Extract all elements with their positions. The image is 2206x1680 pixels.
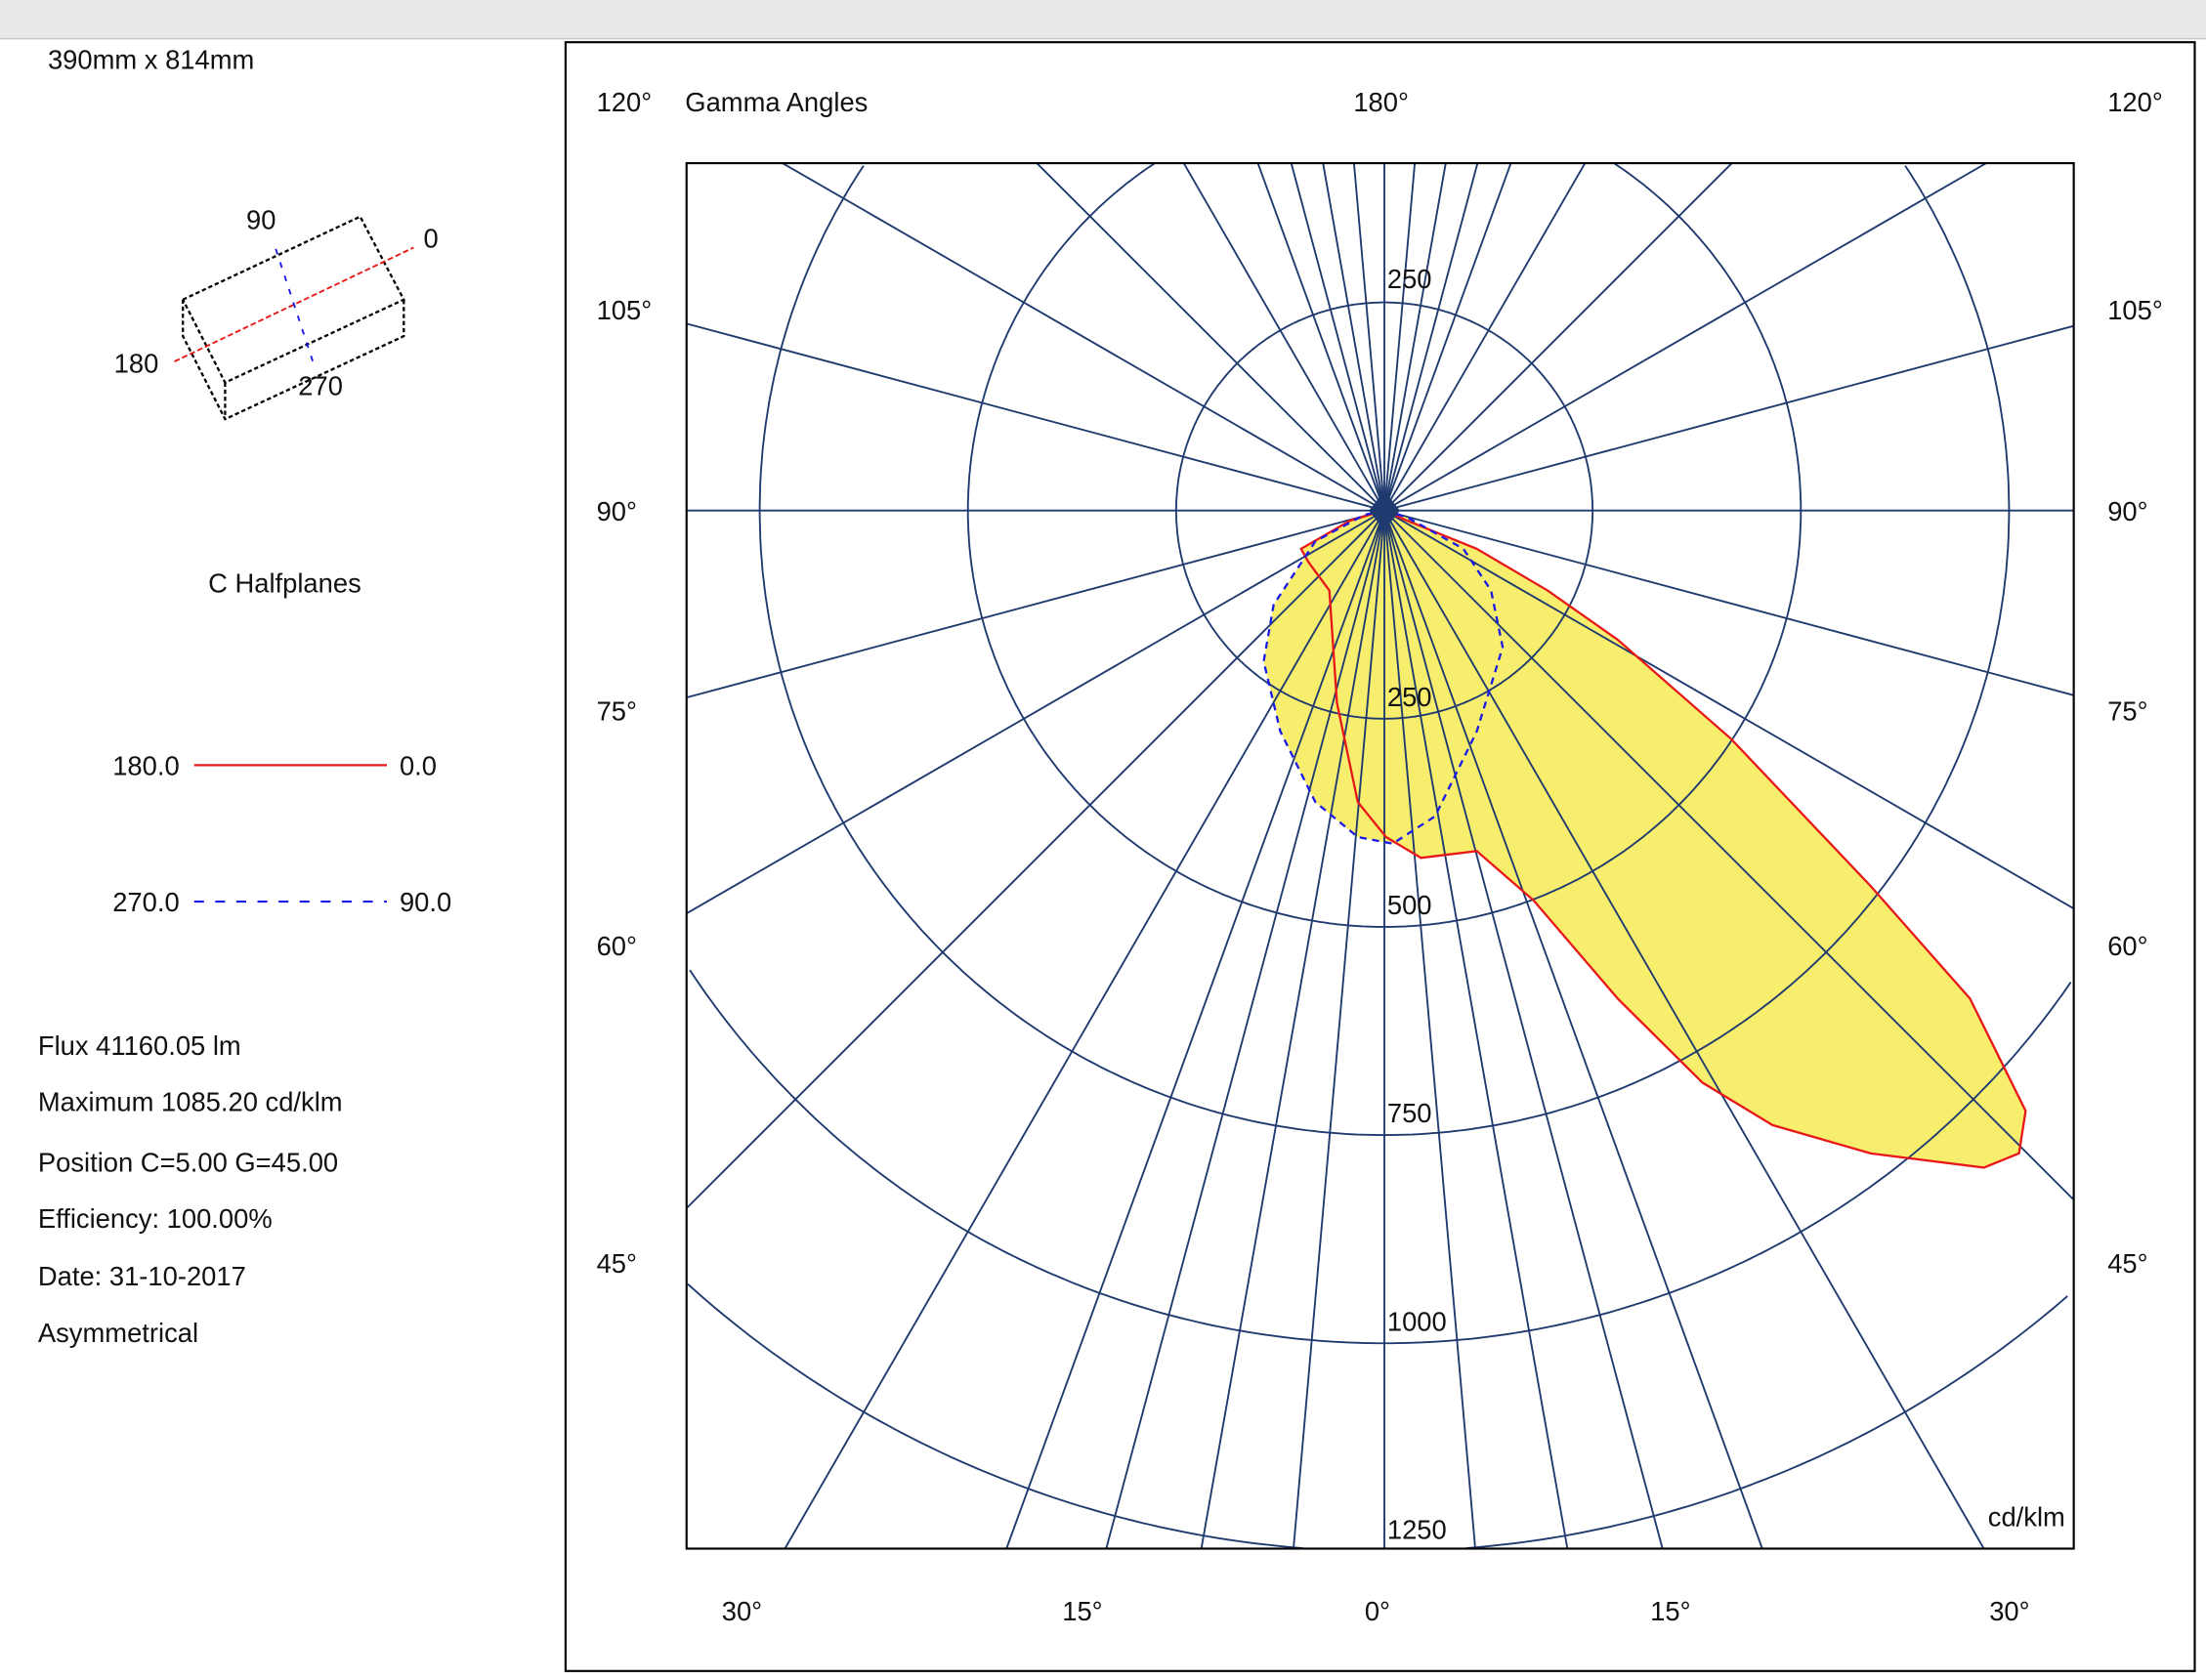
gamma-line (1383, 509, 2074, 696)
angle-label-bottom: 30° (722, 1596, 762, 1626)
gamma-line (1005, 510, 1385, 1549)
radial-circle (689, 969, 2072, 1345)
gamma-line (1293, 510, 1385, 1549)
radial-tick-label: 500 (1387, 890, 1432, 920)
angle-label-left: 105° (597, 295, 653, 325)
distribution-fill (1263, 510, 1504, 844)
gamma-line (686, 509, 1385, 914)
stat-maximum: Maximum 1085.20 cd/klm (38, 1087, 343, 1117)
sketch-label-270: 270 (298, 371, 343, 401)
angle-labels-bottom: 30° 15° 0° 15° 30° (722, 1596, 2030, 1626)
luminaire-dimensions: 390mm x 814mm (48, 45, 254, 75)
radial-circle (758, 165, 2011, 1137)
gamma-line (782, 162, 1385, 512)
stat-date: Date: 31-10-2017 (38, 1261, 246, 1291)
gamma-line (1383, 162, 1587, 512)
stat-symmetry: Asymmetrical (38, 1318, 198, 1348)
angle-labels-right: 120° 105° 90° 75° 60° 45° (2107, 87, 2163, 1279)
gamma-line (1383, 510, 1476, 1549)
radial-tick-label: 750 (1387, 1098, 1432, 1128)
distribution-curve (1262, 509, 1505, 845)
angle-label-left: 60° (597, 931, 637, 961)
gamma-line (1383, 162, 1479, 511)
gamma-line (686, 509, 1385, 699)
gamma-line (1352, 162, 1385, 511)
sketch-label-180: 180 (114, 349, 159, 379)
gamma-line (1383, 162, 1417, 511)
angle-label-left: 45° (597, 1248, 637, 1279)
legend-right-label: 0.0 (400, 750, 437, 780)
gamma-line (784, 510, 1385, 1549)
legend-left-label: 270.0 (112, 887, 179, 917)
angle-label-bottom: 15° (1650, 1596, 1690, 1626)
angle-label-left: 90° (597, 496, 637, 526)
c0-c180-axis (174, 246, 414, 362)
radial-tick-labels: 250 250 500 750 1000 1250 (1387, 264, 1447, 1544)
angle-label-right: 120° (2107, 87, 2163, 117)
gamma-line (1256, 162, 1385, 512)
unit-label: cd/klm (1988, 1501, 2065, 1532)
gamma-line (1383, 324, 2074, 512)
gamma-line (1200, 510, 1385, 1549)
radial-circle (687, 1282, 2068, 1549)
polar-plot (686, 162, 2075, 1549)
angle-label-left: 75° (597, 695, 637, 726)
legend-right-label: 90.0 (400, 887, 451, 917)
stat-position: Position C=5.00 G=45.00 (38, 1148, 338, 1178)
gamma-line (1383, 510, 1569, 1549)
gamma-line (1383, 162, 1987, 512)
angle-label-right: 75° (2107, 695, 2147, 726)
gamma-line (1383, 162, 1447, 511)
luminaire-sketch: 90 0 180 270 (114, 205, 439, 421)
gamma-line (1036, 162, 1385, 512)
radial-circle (966, 162, 1803, 928)
chart-title: Gamma Angles (685, 87, 868, 117)
sketch-label-0: 0 (423, 223, 438, 253)
radial-tick-label: 1000 (1387, 1306, 1447, 1336)
gamma-line (1383, 510, 1664, 1549)
radial-tick-label: 250 (1387, 264, 1432, 294)
radial-tick-label: 250 (1387, 682, 1432, 712)
window-title-bar (0, 0, 2206, 38)
legend-title: C Halfplanes (208, 567, 361, 598)
angle-label-right: 60° (2107, 931, 2147, 961)
gamma-line (1322, 162, 1385, 511)
angle-labels-left: 120° 105° 90° 75° 60° 45° (597, 87, 653, 1279)
angle-label-top: 180° (1353, 87, 1409, 117)
angle-label-right: 90° (2107, 496, 2147, 526)
gamma-line (1290, 162, 1385, 511)
angle-label-left: 120° (597, 87, 653, 117)
stats-block: Flux 41160.05 lm Maximum 1085.20 cd/klm … (38, 1030, 343, 1348)
gamma-line (686, 322, 1385, 512)
legend-item-c0: 180.0 0.0 (112, 750, 437, 780)
sketch-label-90: 90 (246, 205, 276, 235)
stat-flux: Flux 41160.05 lm (38, 1030, 241, 1061)
angle-label-bottom: 30° (1989, 1596, 2029, 1626)
angle-label-bottom: 15° (1062, 1596, 1102, 1626)
legend-item-c90: 270.0 90.0 (112, 887, 451, 917)
distribution-curve (1299, 509, 2027, 1169)
origin-marker (1369, 490, 1400, 530)
gamma-line (1383, 162, 1733, 512)
gamma-line (1383, 162, 1512, 512)
chart-frame (564, 41, 2196, 1672)
plot-border (685, 161, 2075, 1550)
radial-tick-label: 1250 (1387, 1514, 1447, 1544)
gamma-line (1383, 510, 1763, 1549)
gamma-line (1383, 510, 2075, 1201)
legend-left-label: 180.0 (112, 750, 179, 780)
angle-label-right: 105° (2107, 295, 2163, 325)
gamma-line (1383, 510, 1985, 1549)
gamma-line (1105, 510, 1385, 1549)
gamma-line (686, 510, 1385, 1209)
gamma-line (1383, 509, 2075, 909)
angle-label-right: 45° (2107, 1248, 2147, 1279)
gamma-line (1182, 162, 1385, 512)
angle-label-bottom: 0° (1365, 1596, 1390, 1626)
stat-efficiency: Efficiency: 100.00% (38, 1203, 273, 1234)
